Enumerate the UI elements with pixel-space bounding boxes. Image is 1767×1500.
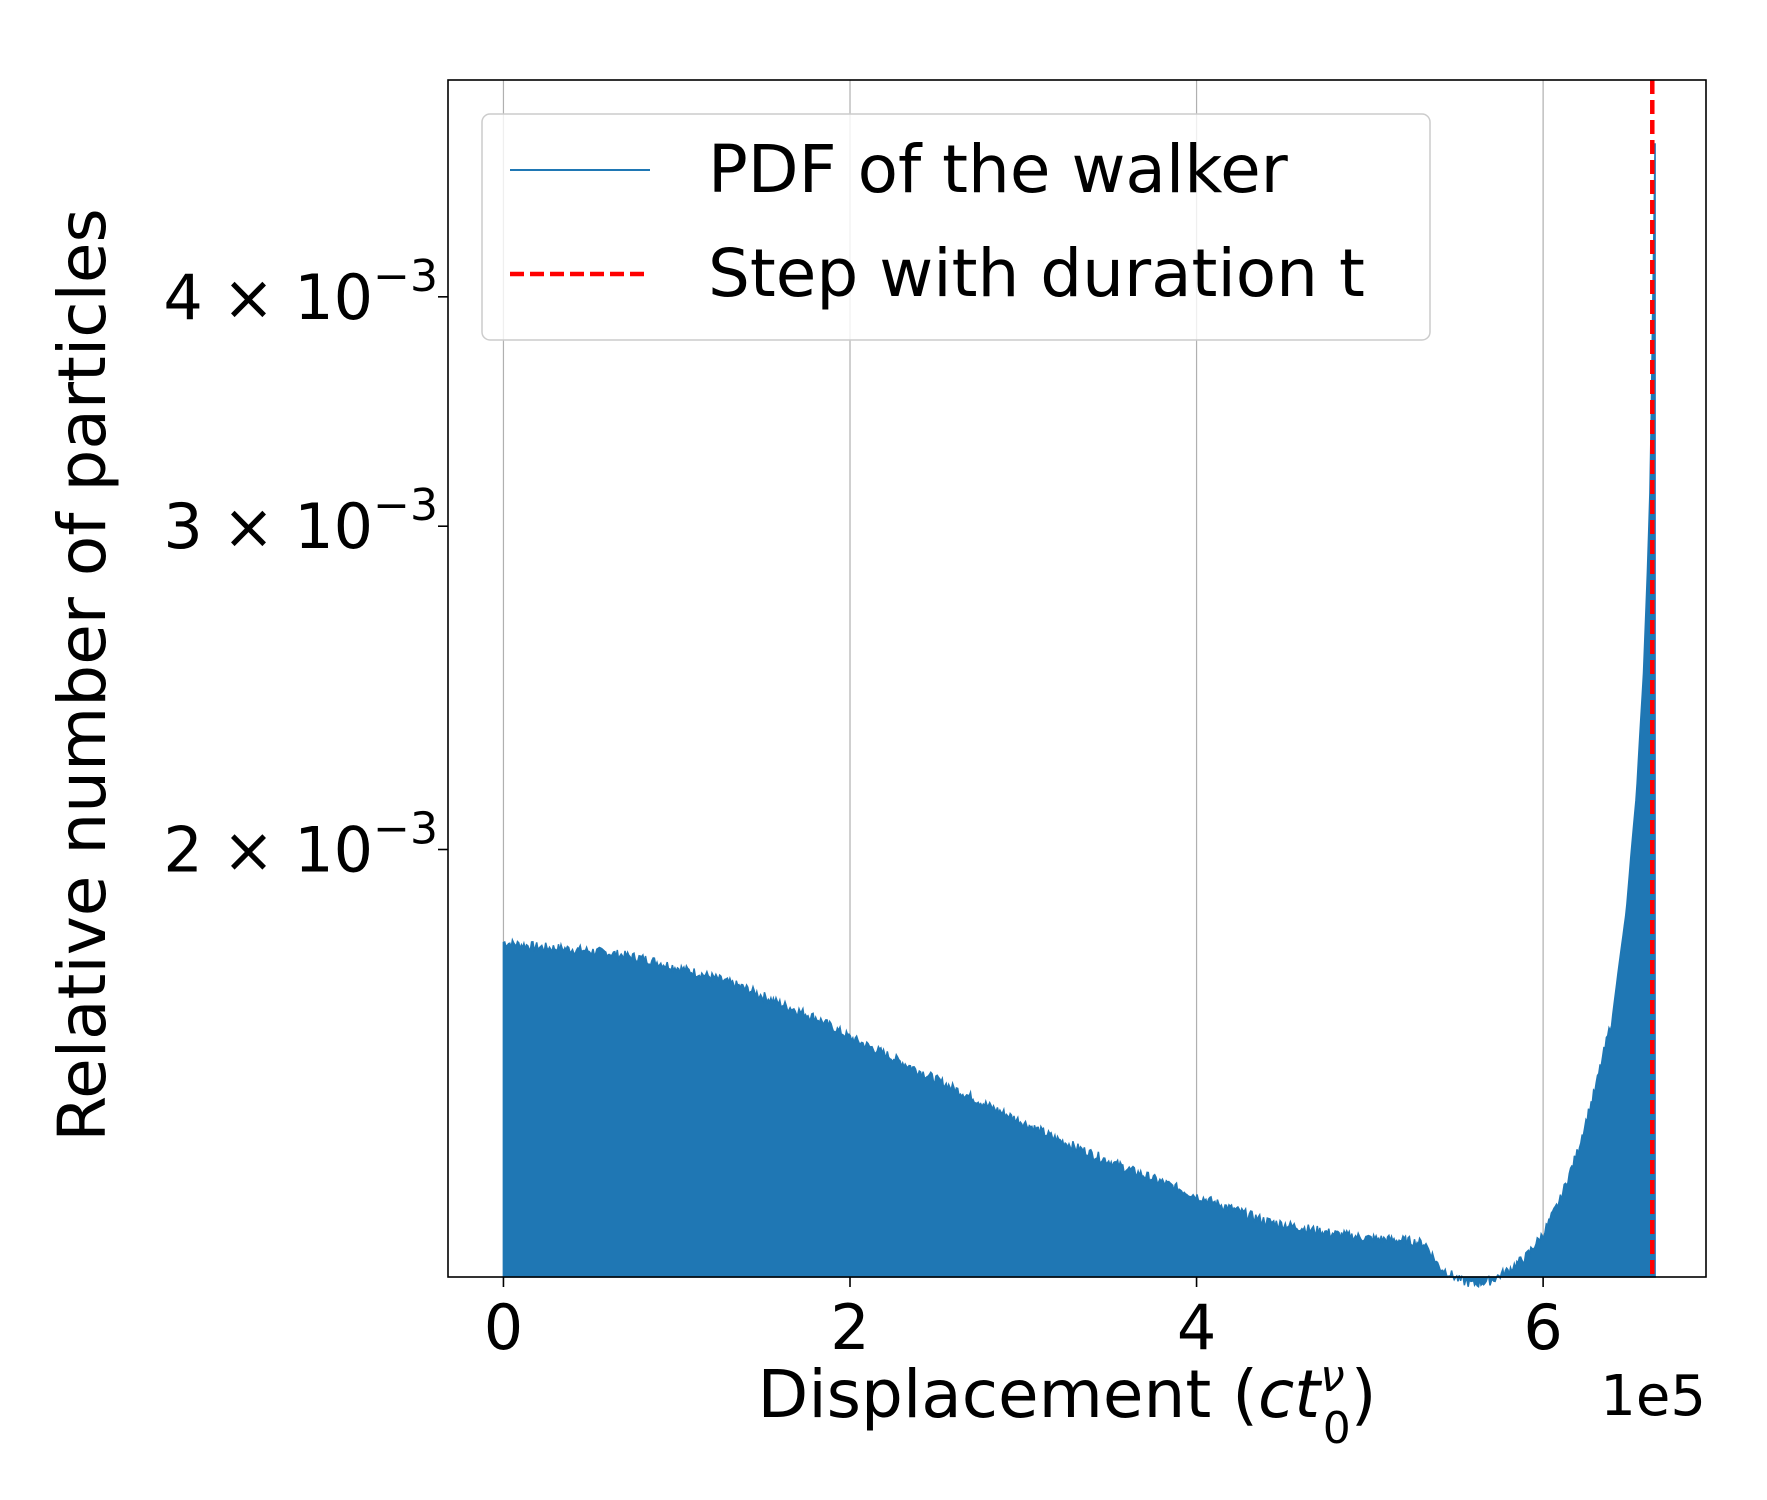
legend-label: Step with duration t	[708, 235, 1365, 312]
series-layer	[502, 143, 1656, 1288]
y-tick-mantissa: 2 × 10	[163, 814, 373, 887]
x-tick-label: 4	[1177, 1291, 1216, 1364]
x-tick-label: 6	[1523, 1291, 1562, 1364]
x-axis-label-subscript: 0	[1323, 1403, 1351, 1454]
x-tick-label: 0	[484, 1291, 523, 1364]
y-tick-exponent: −3	[373, 480, 438, 531]
legend-box	[481, 113, 1431, 341]
x-axis-label-text: Displacement (	[758, 1356, 1258, 1433]
x-axis-label-close: )	[1351, 1356, 1377, 1433]
y-axis-label: Relative number of particles	[44, 208, 121, 1142]
y-tick-label: 4 × 10−3	[163, 251, 438, 334]
x-axis-multiplier: 1e5	[1600, 1364, 1706, 1429]
y-tick-exponent: −3	[373, 804, 438, 855]
x-axis-label-variable: ct	[1258, 1356, 1322, 1433]
y-tick-mantissa: 3 × 10	[163, 490, 373, 563]
legend-label: PDF of the walker	[708, 131, 1289, 208]
pdf-area	[502, 143, 1656, 1288]
y-axis-ticks: 2 × 10−33 × 10−34 × 10−3	[163, 251, 448, 887]
y-tick-label: 2 × 10−3	[163, 804, 438, 887]
legend-entries: PDF of the walker Step with duration t	[510, 131, 1365, 312]
x-tick-label: 2	[830, 1291, 869, 1364]
x-axis-ticks: 0 2 4 6	[484, 1277, 1563, 1364]
y-tick-mantissa: 4 × 10	[163, 261, 373, 334]
x-axis-label: Displacement (ctν 0)	[758, 1351, 1377, 1454]
y-tick-label: 3 × 10−3	[163, 480, 438, 563]
legend: PDF of the walker Step with duration t	[481, 113, 1431, 341]
x-axis-label-superscript: ν	[1320, 1351, 1345, 1402]
y-tick-exponent: −3	[373, 251, 438, 302]
plot-area-frame	[447, 79, 1707, 1278]
